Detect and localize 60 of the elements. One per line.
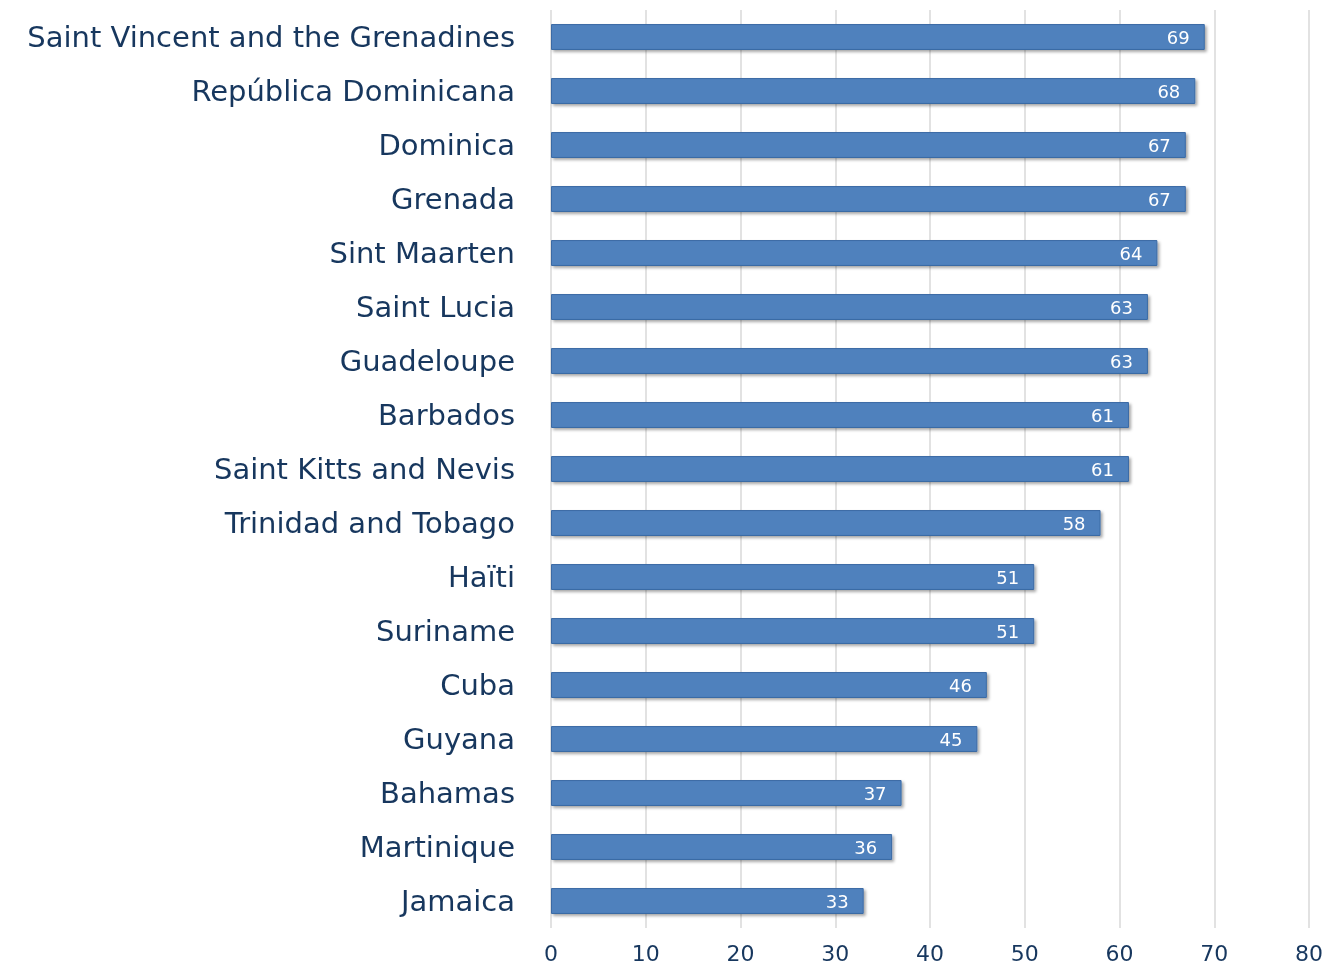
data-label: 51: [996, 566, 1020, 588]
data-label: 63: [1110, 350, 1133, 372]
x-tick-label: 40: [916, 940, 944, 966]
bar: [551, 456, 1129, 482]
data-label: 37: [863, 782, 887, 804]
bar: [551, 402, 1129, 428]
y-tick-label: Dominica: [378, 128, 515, 162]
data-label: 68: [1157, 80, 1181, 102]
bar: [551, 510, 1101, 536]
y-tick-label: Cuba: [440, 668, 515, 702]
y-tick-label: Trinidad and Tobago: [223, 506, 515, 540]
data-label: 61: [1091, 404, 1114, 426]
bar: [551, 78, 1196, 104]
y-tick-label: Grenada: [391, 182, 515, 216]
data-label: 67: [1147, 188, 1171, 210]
y-tick-label: Sint Maarten: [329, 236, 515, 270]
x-tick-label: 80: [1295, 940, 1323, 966]
bar: [551, 240, 1158, 266]
y-tick-label: Martinique: [359, 830, 515, 864]
y-tick-label: Jamaica: [398, 884, 515, 918]
bar: [551, 132, 1186, 158]
bar: [551, 834, 893, 860]
bar: [551, 24, 1205, 50]
bar: [551, 888, 864, 914]
x-tick-label: 70: [1200, 940, 1229, 966]
bar: [551, 294, 1148, 320]
x-tick-label: 60: [1105, 940, 1134, 966]
data-label: 51: [996, 620, 1020, 642]
data-label: 64: [1119, 242, 1143, 264]
y-tick-label: Bahamas: [380, 776, 515, 810]
bar: [551, 618, 1035, 644]
bar: [551, 726, 978, 752]
data-label: 36: [854, 836, 878, 858]
y-tick-label: Saint Vincent and the Grenadines: [27, 20, 515, 54]
data-label: 45: [939, 728, 963, 750]
x-tick-label: 30: [821, 940, 850, 966]
data-label: 63: [1110, 296, 1133, 318]
x-tick-label: 20: [726, 940, 755, 966]
x-tick-label: 50: [1010, 940, 1039, 966]
y-tick-label: Guadeloupe: [339, 344, 515, 378]
y-tick-label: Suriname: [375, 614, 515, 648]
bar: [551, 186, 1186, 212]
data-label: 46: [948, 674, 972, 696]
y-tick-label: República Dominicana: [191, 74, 515, 108]
y-tick-label: Haïti: [447, 560, 515, 594]
y-tick-label: Saint Lucia: [355, 290, 515, 324]
bar: [551, 672, 987, 698]
data-label: 61: [1091, 458, 1114, 480]
y-tick-label: Saint Kitts and Nevis: [214, 452, 515, 486]
data-label: 33: [825, 890, 849, 912]
bar: [551, 780, 902, 806]
x-tick-label: 10: [631, 940, 660, 966]
y-tick-label: Guyana: [403, 722, 515, 756]
data-label: 69: [1166, 26, 1190, 48]
data-label: 67: [1147, 134, 1171, 156]
data-label: 58: [1062, 512, 1086, 534]
bar: [551, 348, 1148, 374]
y-tick-label: Barbados: [377, 398, 515, 432]
x-tick-label: 0: [544, 940, 558, 966]
bar: [551, 564, 1035, 590]
